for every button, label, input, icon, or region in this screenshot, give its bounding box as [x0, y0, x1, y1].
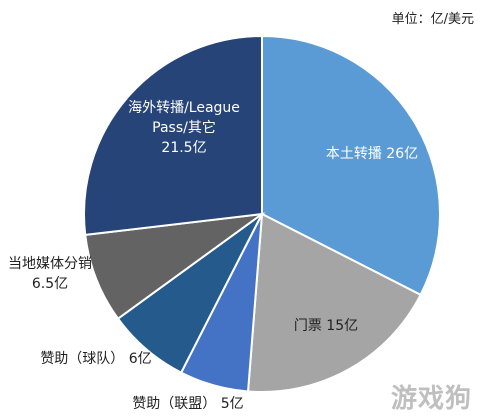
pie-slice-0 — [261, 34, 441, 297]
pie-slice-4 — [84, 212, 266, 321]
slice-label-1: 门票 15亿 — [294, 318, 358, 334]
unit-note: 单位：亿/美元 — [391, 12, 474, 27]
slice-label-4: 当地媒体分销 6.5亿 — [8, 256, 92, 292]
pie-slice-1 — [246, 212, 422, 393]
slice-label-3: 赞助（球队） 6亿 — [40, 351, 151, 367]
slice-label-2: 赞助（联盟） 5亿 — [132, 396, 243, 412]
pie-slice-5 — [82, 34, 263, 237]
watermark-logo: 游戏狗 — [390, 384, 472, 414]
slice-label-5: 海外转播/League Pass/其它 21.5亿 — [128, 100, 240, 156]
slice-label-0: 本土转播 26亿 — [326, 146, 418, 162]
